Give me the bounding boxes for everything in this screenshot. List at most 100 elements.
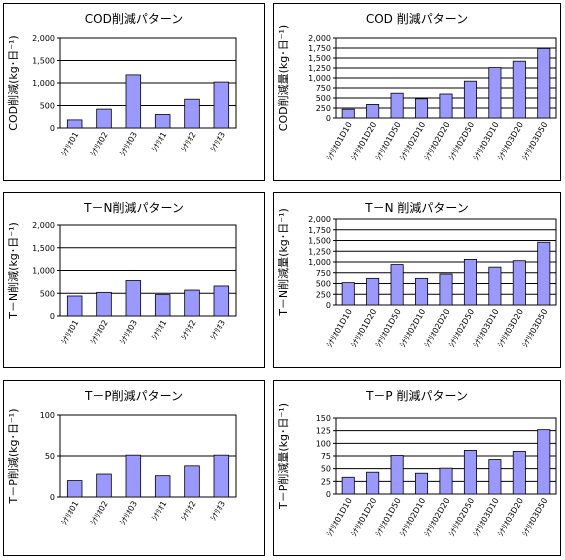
bar: [439, 273, 453, 306]
y-tick-label: 0: [50, 124, 55, 133]
bar: [66, 295, 83, 317]
bar: [96, 473, 112, 498]
x-tick-label: ｼﾅﾘｵ03D50: [520, 497, 549, 538]
y-axis-title: T－P削減(kg･日⁻¹): [6, 408, 20, 504]
chart-title: T－P 削減パターン: [365, 388, 468, 403]
bar: [512, 260, 526, 306]
y-tick-label: 1,250: [308, 247, 331, 256]
bar: [184, 289, 200, 317]
y-tick-label: 150: [316, 414, 331, 423]
x-tick-label: ｼﾅﾘｵ2: [179, 319, 197, 342]
y-tick-label: 1,500: [32, 57, 55, 66]
x-tick-label: ｼﾅﾘｵ03: [118, 131, 139, 158]
x-tick-label: ｼﾅﾘｵ02: [89, 131, 110, 158]
y-tick-label: 2,000: [32, 221, 55, 230]
x-tick-label: ｼﾅﾘｵ2: [179, 131, 197, 154]
bar: [512, 451, 526, 495]
bar: [415, 472, 429, 495]
y-tick-label: 2,000: [32, 34, 55, 43]
x-tick-label: ｼﾅﾘｵ2: [179, 500, 197, 523]
x-tick-label: ｼﾅﾘｵ01: [60, 500, 81, 527]
bar: [66, 119, 83, 129]
chart-title: T－P削減パターン: [84, 388, 183, 403]
y-tick-label: 500: [316, 280, 331, 289]
bar: [463, 450, 477, 495]
x-tick-label: ｼﾅﾘｵ02: [89, 500, 110, 527]
bar: [463, 259, 477, 306]
y-tick-label: 1,250: [308, 64, 331, 73]
y-tick-label: 0: [326, 114, 331, 123]
bar: [390, 455, 404, 495]
y-axis-title: COD削減(kg･日⁻¹): [6, 35, 20, 130]
y-tick-label: 0: [50, 493, 55, 502]
y-tick-label: 1,500: [308, 237, 331, 246]
y-tick-label: 50: [45, 452, 55, 461]
x-tick-label: ｼﾅﾘｵ1: [150, 500, 168, 523]
y-tick-label: 500: [40, 102, 55, 111]
x-tick-label: ｼﾅﾘｵ03: [118, 319, 139, 346]
x-tick-label: ｼﾅﾘｵ01: [60, 319, 81, 346]
bar: [154, 114, 171, 129]
y-tick-label: 0: [50, 312, 55, 321]
y-tick-label: 1,750: [308, 44, 331, 53]
y-tick-label: 1,750: [308, 226, 331, 235]
bar: [213, 454, 230, 498]
bar: [390, 264, 404, 306]
bar: [537, 48, 551, 119]
x-tick-label: ｼﾅﾘｵ3: [209, 319, 227, 342]
bar: [366, 277, 380, 306]
x-tick-label: ｼﾅﾘｵ3: [209, 131, 227, 154]
bar: [341, 108, 355, 119]
y-tick-label: 50: [321, 465, 331, 474]
bar: [213, 81, 230, 129]
y-tick-label: 750: [316, 269, 331, 278]
bar: [415, 277, 429, 306]
bar: [439, 467, 453, 495]
y-tick-label: 250: [316, 104, 331, 113]
bar: [512, 60, 526, 119]
bar: [390, 92, 404, 119]
x-tick-label: ｼﾅﾘｵ03D50: [520, 121, 549, 162]
y-tick-label: 75: [321, 452, 331, 461]
y-axis-title: COD削減量(kg･日⁻¹): [276, 25, 290, 131]
y-tick-label: 0: [326, 490, 331, 499]
chart-title: T－N削減パターン: [83, 200, 184, 215]
bar: [125, 74, 142, 129]
x-tick-label: ｼﾅﾘｵ02: [89, 319, 110, 346]
chart-title: T－N 削減パターン: [364, 200, 469, 215]
y-axis-title: T－N削減(kg･日⁻¹): [6, 222, 20, 320]
y-tick-label: 100: [316, 439, 331, 448]
y-axis-title: T－N削減量(kg･日⁻¹): [276, 208, 290, 317]
bar: [537, 429, 551, 495]
y-tick-label: 500: [316, 94, 331, 103]
bar: [213, 285, 230, 317]
y-tick-label: 1,500: [308, 54, 331, 63]
bar: [537, 241, 551, 306]
bar: [366, 471, 380, 495]
bar: [415, 98, 429, 119]
x-tick-label: ｼﾅﾘｵ1: [150, 319, 168, 342]
bar: [125, 454, 142, 498]
x-tick-label: ｼﾅﾘｵ03: [118, 500, 139, 527]
x-tick-label: ｼﾅﾘｵ1: [150, 131, 168, 154]
bar: [96, 108, 112, 129]
y-tick-label: 1,000: [308, 74, 331, 83]
x-tick-label: ｼﾅﾘｵ3: [209, 500, 227, 523]
chart-title: COD 削減パターン: [366, 11, 468, 26]
y-tick-label: 0: [326, 301, 331, 310]
y-tick-label: 100: [40, 411, 55, 420]
bar: [366, 104, 380, 119]
y-tick-label: 500: [40, 289, 55, 298]
bar: [66, 480, 83, 498]
y-tick-label: 1,000: [308, 258, 331, 267]
bar: [341, 282, 355, 306]
y-tick-label: 1,000: [32, 79, 55, 88]
bar: [488, 459, 502, 495]
y-tick-label: 25: [321, 477, 331, 486]
bar: [96, 291, 112, 317]
bar: [184, 98, 200, 129]
y-tick-label: 1,500: [32, 244, 55, 253]
bar: [488, 266, 502, 306]
bar: [154, 294, 171, 317]
